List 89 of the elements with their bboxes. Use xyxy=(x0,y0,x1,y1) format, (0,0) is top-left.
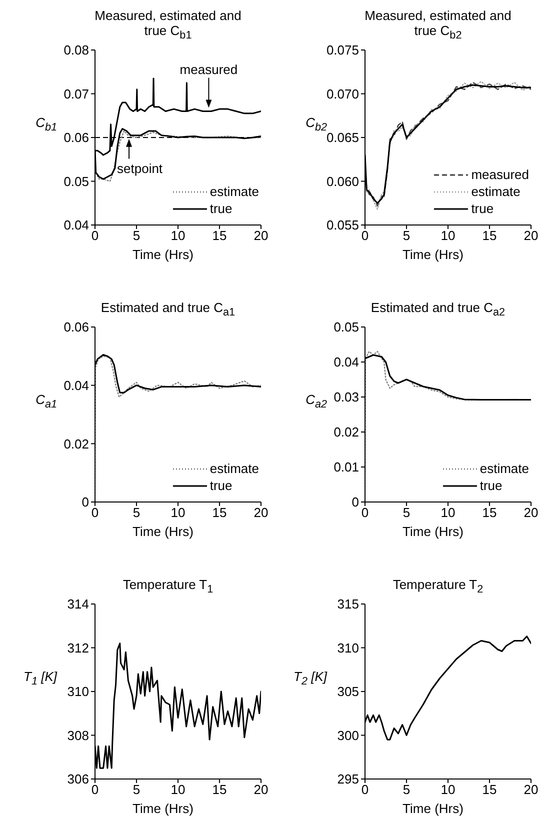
x-axis-title: Time (Hrs) xyxy=(402,524,464,539)
y-tick-label: 0.08 xyxy=(64,42,89,58)
y-tick-label: 305 xyxy=(337,684,359,700)
x-tick-label: 5 xyxy=(402,505,410,520)
y-tick-label: 0.03 xyxy=(334,390,359,405)
y-axis-title: T$_{2}$ [K] xyxy=(292,669,327,688)
y-tick-label: 0.05 xyxy=(64,174,89,189)
x-tick-label: 10 xyxy=(170,782,186,798)
y-tick-label: 0.02 xyxy=(64,436,89,452)
x-tick-label: 15 xyxy=(212,505,227,520)
x-tick-label: 5 xyxy=(132,505,140,520)
y-tick-label: 0 xyxy=(352,494,359,510)
x-tick-label: 5 xyxy=(132,782,140,798)
y-tick-label: 0.02 xyxy=(334,424,359,440)
x-tick-label: 20 xyxy=(524,228,538,244)
x-tick-label: 15 xyxy=(482,228,497,244)
legend-label: estimate xyxy=(210,460,259,477)
y-tick-label: 295 xyxy=(337,772,359,787)
y-tick-label: 300 xyxy=(337,728,359,743)
legend-label: estimate xyxy=(210,183,259,200)
x-tick-label: 20 xyxy=(254,782,268,798)
x-tick-label: 15 xyxy=(212,782,227,798)
y-tick-label: 315 xyxy=(337,596,359,612)
y-tick-label: 0.075 xyxy=(326,42,359,58)
y-tick-label: 0.06 xyxy=(64,130,89,146)
x-tick-label: 10 xyxy=(440,505,456,520)
y-tick-label: 0.07 xyxy=(64,86,89,102)
x-tick-label: 10 xyxy=(440,782,456,798)
x-axis-title: Time (Hrs) xyxy=(132,247,194,262)
x-tick-label: 5 xyxy=(132,228,140,244)
x-tick-label: 20 xyxy=(254,228,268,244)
x-axis-title: Time (Hrs) xyxy=(132,524,194,539)
y-tick-label: 310 xyxy=(337,640,359,656)
y-axis-title: C$_{a1}$ xyxy=(34,392,57,411)
legend-label: measured xyxy=(471,166,529,183)
y-tick-label: 0.04 xyxy=(64,378,89,393)
y-tick-label: 0.060 xyxy=(326,174,359,189)
y-tick-label: 0.065 xyxy=(326,130,359,146)
legend-label: estimate xyxy=(471,183,520,200)
x-tick-label: 0 xyxy=(361,505,369,520)
y-axis-title: C$_{b1}$ xyxy=(34,115,57,134)
x-tick-label: 10 xyxy=(170,505,186,520)
x-axis-title: Time (Hrs) xyxy=(402,801,464,816)
x-tick-label: 15 xyxy=(482,505,497,520)
x-tick-label: 15 xyxy=(212,228,227,244)
legend-label: true xyxy=(471,200,494,217)
legend-label: true xyxy=(480,477,502,494)
x-tick-label: 10 xyxy=(170,228,186,244)
legend-label: true xyxy=(210,477,232,494)
y-tick-label: 314 xyxy=(67,596,89,612)
x-tick-label: 5 xyxy=(402,228,410,244)
chart-title: Temperature T$_{1}$ xyxy=(122,577,214,596)
y-tick-label: 308 xyxy=(67,728,89,743)
chart-title: Measured, estimated and true C$_{b1}$ xyxy=(94,8,242,42)
annotation: setpoint xyxy=(117,160,163,176)
chart-title: Measured, estimated and true C$_{b2}$ xyxy=(364,8,512,42)
y-axis-title: C$_{b2}$ xyxy=(304,115,327,134)
x-tick-label: 5 xyxy=(402,782,410,798)
x-tick-label: 20 xyxy=(254,505,268,520)
x-tick-label: 0 xyxy=(361,228,369,244)
x-tick-label: 0 xyxy=(361,782,369,798)
legend-label: true xyxy=(210,200,232,217)
chart-title: Temperature T$_{2}$ xyxy=(392,577,484,596)
legend-label: estimate xyxy=(480,460,529,477)
annotation: measured xyxy=(180,62,238,77)
y-tick-label: 0.070 xyxy=(326,86,359,102)
y-tick-label: 0.055 xyxy=(326,218,359,233)
x-tick-label: 20 xyxy=(524,782,538,798)
x-tick-label: 0 xyxy=(91,228,99,244)
x-tick-label: 20 xyxy=(524,505,538,520)
x-tick-label: 0 xyxy=(91,782,99,798)
chart-title: Estimated and true C$_{a2}$ xyxy=(370,300,506,319)
x-axis-title: Time (Hrs) xyxy=(402,247,464,262)
y-tick-label: 0.05 xyxy=(334,320,359,335)
y-tick-label: 312 xyxy=(67,640,89,656)
y-tick-label: 0.06 xyxy=(64,320,89,335)
y-tick-label: 310 xyxy=(67,684,89,700)
x-tick-label: 10 xyxy=(440,228,456,244)
y-tick-label: 0 xyxy=(82,494,89,510)
y-tick-label: 0.04 xyxy=(334,354,359,370)
x-tick-label: 0 xyxy=(91,505,99,520)
y-axis-title: T$_{1}$ [K] xyxy=(22,669,57,688)
chart-title: Estimated and true C$_{a1}$ xyxy=(100,300,236,319)
x-axis-title: Time (Hrs) xyxy=(132,801,194,816)
y-axis-title: C$_{a2}$ xyxy=(304,392,327,411)
y-tick-label: 306 xyxy=(67,772,89,787)
x-tick-label: 15 xyxy=(482,782,497,798)
y-tick-label: 0.01 xyxy=(334,460,359,475)
y-tick-label: 0.04 xyxy=(64,218,89,233)
